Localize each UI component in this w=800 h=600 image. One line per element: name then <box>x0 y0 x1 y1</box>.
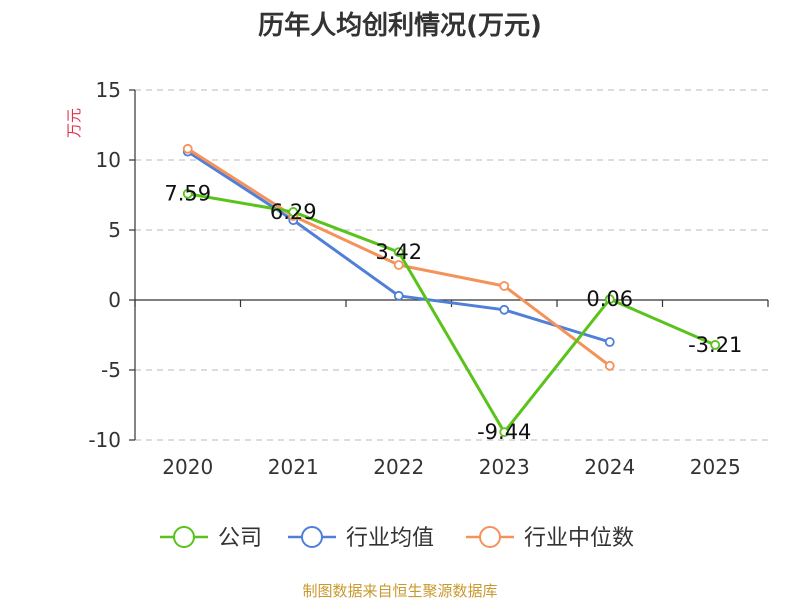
y-tick-label: 0 <box>108 288 121 312</box>
axis-layer: 15 10 5 0 -5 -10 2020 2021 2022 2023 2024 2025 <box>88 78 769 479</box>
legend: 公司 行业均值 行业中位数 <box>160 526 634 551</box>
series-1-point <box>393 247 404 258</box>
y-tick-label: -10 <box>88 428 121 452</box>
x-tick-label: 2022 <box>373 455 424 479</box>
chart-title: 历年人均创利情况(万元) <box>258 10 542 41</box>
data-label: 3.42 <box>375 240 422 264</box>
series-1-point <box>604 294 615 305</box>
x-tick-label: 2025 <box>690 455 741 479</box>
series-3-point <box>182 143 193 154</box>
y-tick-label: 15 <box>96 78 121 102</box>
x-tick-label: 2021 <box>268 455 319 479</box>
series-3-point <box>499 281 510 291</box>
series-3-point <box>393 260 404 270</box>
data-label: -9.44 <box>477 420 531 444</box>
legend-swatch-marker <box>301 526 323 548</box>
series-1-point <box>499 427 510 438</box>
series-1-point <box>182 188 193 199</box>
legend-label: 行业中位数 <box>524 526 634 551</box>
x-tick-label: 2024 <box>584 455 635 479</box>
series-2-point <box>499 304 510 315</box>
series-3-point <box>604 360 615 371</box>
legend-swatch-marker <box>479 526 501 548</box>
data-label: -3.21 <box>688 333 742 357</box>
series-line-1 <box>187 192 716 434</box>
series-1-point <box>288 207 299 217</box>
y-tick-label: 5 <box>108 218 121 242</box>
source-note: 制图数据来自恒生聚源数据库 <box>302 582 497 600</box>
x-tick-label: 2020 <box>162 455 213 479</box>
series-layer <box>182 143 721 438</box>
legend-label: 行业均值 <box>346 526 434 551</box>
y-tick-label: 10 <box>96 148 121 172</box>
grid-layer <box>135 89 768 441</box>
y-tick-label: -5 <box>101 358 121 382</box>
y-axis-label: 万元 <box>65 108 83 138</box>
series-2-point <box>604 337 615 347</box>
x-tick-label: 2023 <box>479 455 530 479</box>
data-label-layer: 7.59 6.29 3.42 -9.44 0.06 -3.21 <box>164 182 742 444</box>
legend-swatch-marker <box>173 526 195 548</box>
data-label: 0.06 <box>586 287 633 311</box>
legend-label: 公司 <box>218 526 262 551</box>
series-2-point <box>393 290 404 301</box>
data-label: 6.29 <box>270 200 317 224</box>
data-label: 7.59 <box>164 182 211 206</box>
series-1-point <box>710 340 721 350</box>
